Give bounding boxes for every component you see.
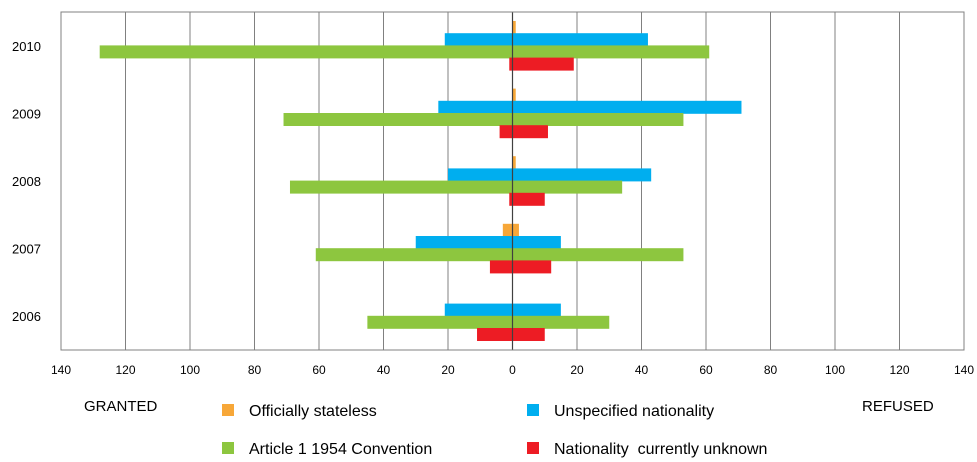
bar-refused-article-1-1954-convention-2006 [512, 315, 610, 329]
y-tick-label: 2009 [12, 106, 41, 121]
bar-granted-nationality-currently-unknown-2007 [489, 260, 513, 274]
bar-granted-unspecified-nationality-2009 [438, 100, 513, 114]
bar-granted-article-1-1954-convention-2006 [367, 315, 513, 329]
x-tick-label: 120 [889, 363, 909, 377]
legend-label-nationality-currently-unknown: Nationality currently unknown [554, 441, 767, 458]
y-tick-label: 2010 [12, 39, 41, 54]
bar-refused-nationality-currently-unknown-2006 [512, 328, 545, 341]
bar-granted-unspecified-nationality-2010 [444, 33, 513, 47]
bar-granted-article-1-1954-convention-2008 [289, 180, 513, 194]
x-tick-label: 140 [954, 363, 974, 377]
bar-refused-article-1-1954-convention-2008 [512, 180, 623, 194]
legend-swatch-nationality-currently-unknown [527, 442, 539, 454]
x-tick-label: 20 [570, 363, 584, 377]
x-tick-label: 100 [825, 363, 845, 377]
bar-granted-article-1-1954-convention-2009 [283, 113, 513, 126]
bar-refused-officially-stateless-2008 [512, 156, 516, 170]
y-tick-label: 2007 [12, 242, 41, 257]
bar-refused-unspecified-nationality-2006 [512, 303, 561, 317]
bar-refused-article-1-1954-convention-2009 [512, 113, 684, 126]
bar-refused-unspecified-nationality-2008 [512, 168, 652, 182]
bar-refused-officially-stateless-2010 [512, 21, 516, 34]
bar-refused-nationality-currently-unknown-2007 [512, 260, 552, 274]
bar-refused-article-1-1954-convention-2007 [512, 248, 684, 262]
bars [99, 21, 742, 341]
grid-lines [125, 12, 900, 350]
bar-granted-unspecified-nationality-2008 [448, 168, 513, 182]
x-tick-label: 140 [51, 363, 71, 377]
legend: Officially stateless Unspecified nationa… [222, 403, 767, 458]
x-tick-label: 60 [312, 363, 326, 377]
refused-label: REFUSED [862, 398, 934, 415]
legend-item-nationality-currently-unknown: Nationality currently unknown [527, 441, 767, 458]
bar-refused-officially-stateless-2009 [512, 88, 516, 102]
legend-item-unspecified-nationality: Unspecified nationality [527, 403, 714, 420]
y-tick-labels: 2010 2009 2008 2007 2006 [12, 39, 41, 324]
plot-border [60, 11, 965, 351]
x-tick-label: 80 [764, 363, 778, 377]
legend-swatch-officially-stateless [222, 404, 234, 416]
bar-granted-article-1-1954-convention-2010 [99, 45, 513, 59]
granted-label: GRANTED [84, 398, 158, 415]
bar-granted-nationality-currently-unknown-2009 [499, 125, 513, 139]
bar-granted-unspecified-nationality-2007 [415, 236, 513, 249]
bar-refused-nationality-currently-unknown-2008 [512, 192, 545, 206]
x-tick-label: 100 [180, 363, 200, 377]
legend-item-article-1-1954-convention: Article 1 1954 Convention [222, 441, 432, 458]
y-tick-label: 2008 [12, 174, 41, 189]
bar-granted-article-1-1954-convention-2007 [315, 248, 513, 262]
bar-refused-officially-stateless-2007 [512, 223, 519, 237]
legend-swatch-article-1-1954-convention [222, 442, 234, 454]
bar-refused-unspecified-nationality-2010 [512, 33, 648, 47]
x-tick-label: 0 [509, 363, 516, 377]
bar-granted-nationality-currently-unknown-2008 [509, 192, 513, 206]
bar-granted-nationality-currently-unknown-2010 [509, 57, 513, 71]
bar-refused-unspecified-nationality-2007 [512, 236, 561, 249]
x-tick-label: 80 [248, 363, 262, 377]
legend-swatch-unspecified-nationality [527, 404, 539, 416]
x-tick-label: 40 [377, 363, 391, 377]
legend-label-officially-stateless: Officially stateless [249, 403, 377, 420]
bar-refused-nationality-currently-unknown-2010 [512, 57, 574, 71]
legend-item-officially-stateless: Officially stateless [222, 403, 377, 420]
x-tick-label: 20 [441, 363, 455, 377]
x-tick-label: 60 [699, 363, 713, 377]
bar-refused-nationality-currently-unknown-2009 [512, 125, 548, 139]
bar-granted-nationality-currently-unknown-2006 [477, 328, 513, 341]
x-tick-label: 120 [115, 363, 135, 377]
bar-granted-unspecified-nationality-2006 [444, 303, 513, 317]
y-tick-label: 2006 [12, 309, 41, 324]
x-tick-label: 40 [635, 363, 649, 377]
x-tick-labels: 140 120 100 80 60 40 20 0 20 40 60 80 100 120 140 [51, 363, 974, 377]
bar-refused-unspecified-nationality-2009 [512, 100, 742, 114]
bar-granted-officially-stateless-2007 [502, 223, 513, 237]
legend-label-unspecified-nationality: Unspecified nationality [554, 403, 714, 420]
legend-label-article-1-1954-convention: Article 1 1954 Convention [249, 441, 432, 458]
bar-refused-article-1-1954-convention-2010 [512, 45, 710, 59]
